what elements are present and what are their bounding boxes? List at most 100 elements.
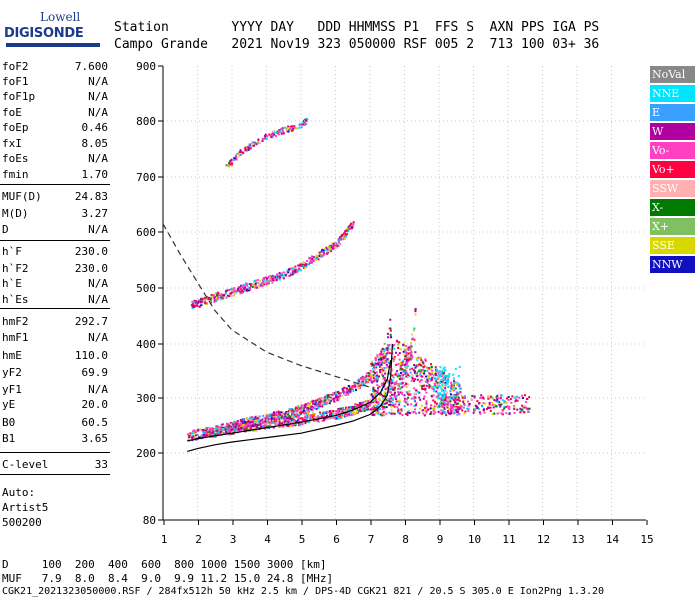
echo-point bbox=[429, 404, 432, 407]
echo-point bbox=[449, 397, 452, 400]
echo-point bbox=[368, 379, 371, 382]
echo-point bbox=[383, 399, 386, 402]
echo-point bbox=[288, 408, 291, 411]
echo-point bbox=[312, 402, 315, 405]
echo-point bbox=[198, 305, 201, 308]
echo-point bbox=[206, 303, 209, 306]
echo-point bbox=[484, 402, 487, 405]
echo-point bbox=[336, 399, 339, 402]
echo-point bbox=[435, 374, 438, 377]
echo-point bbox=[256, 426, 259, 429]
echo-point bbox=[330, 414, 333, 417]
echo-point bbox=[300, 404, 303, 407]
echo-point bbox=[397, 363, 400, 366]
echo-point bbox=[195, 303, 198, 306]
echo-point bbox=[381, 396, 384, 399]
echo-point bbox=[389, 391, 392, 394]
echo-point bbox=[325, 396, 328, 399]
echo-point bbox=[363, 407, 366, 410]
echo-point bbox=[405, 391, 408, 394]
echo-point bbox=[463, 412, 466, 415]
echo-point bbox=[291, 413, 294, 416]
echo-point bbox=[380, 394, 383, 397]
echo-point bbox=[264, 136, 267, 139]
echo-point bbox=[413, 399, 416, 402]
echo-point bbox=[230, 158, 233, 161]
echo-point bbox=[231, 430, 234, 433]
echo-point bbox=[423, 395, 426, 398]
echo-point bbox=[403, 369, 406, 372]
echo-point bbox=[246, 428, 249, 431]
echo-point bbox=[403, 353, 406, 356]
echo-point bbox=[380, 353, 383, 356]
echo-point bbox=[422, 372, 425, 375]
echo-point bbox=[449, 405, 452, 408]
echo-point bbox=[395, 372, 398, 375]
echo-point bbox=[371, 375, 374, 378]
echo-point bbox=[304, 411, 307, 414]
echo-point bbox=[254, 280, 257, 283]
echo-point bbox=[240, 151, 243, 154]
echo-point bbox=[405, 375, 408, 378]
echo-point bbox=[289, 425, 292, 428]
echo-point bbox=[322, 401, 325, 404]
echo-point bbox=[390, 412, 393, 415]
echo-point bbox=[377, 354, 380, 357]
echo-point bbox=[245, 150, 248, 153]
echo-point bbox=[444, 412, 447, 415]
echo-point bbox=[392, 384, 395, 387]
echo-point bbox=[405, 382, 408, 385]
echo-point bbox=[423, 384, 426, 387]
param-key: h`Es bbox=[2, 293, 29, 306]
echo-point bbox=[312, 406, 315, 409]
echo-point bbox=[213, 300, 216, 303]
echo-point bbox=[374, 378, 377, 381]
param-separator bbox=[0, 474, 110, 475]
echo-point bbox=[203, 431, 206, 434]
echo-point bbox=[371, 414, 374, 417]
echo-point bbox=[453, 389, 456, 392]
echo-point bbox=[369, 374, 372, 377]
echo-point bbox=[444, 387, 447, 390]
echo-point bbox=[407, 374, 410, 377]
echo-point bbox=[191, 306, 194, 309]
echo-point bbox=[291, 411, 294, 414]
echo-point bbox=[404, 371, 407, 374]
echo-point bbox=[419, 356, 422, 359]
echo-point bbox=[404, 355, 407, 358]
echo-point bbox=[415, 412, 418, 415]
echo-point bbox=[244, 147, 247, 150]
echo-point bbox=[390, 378, 393, 381]
echo-point bbox=[275, 414, 278, 417]
echo-point bbox=[376, 391, 379, 394]
echo-point bbox=[410, 342, 413, 345]
echo-point bbox=[329, 400, 332, 403]
echo-point bbox=[501, 399, 504, 402]
echo-point bbox=[441, 375, 444, 378]
echo-point bbox=[495, 400, 498, 403]
echo-point bbox=[396, 373, 399, 376]
echo-point bbox=[235, 290, 238, 293]
echo-point bbox=[423, 409, 426, 412]
echo-point bbox=[294, 406, 297, 409]
echo-point bbox=[274, 414, 277, 417]
echo-point bbox=[253, 429, 256, 432]
echo-point bbox=[334, 410, 337, 413]
echo-point bbox=[409, 344, 412, 347]
echo-point bbox=[369, 369, 372, 372]
echo-point bbox=[418, 373, 421, 376]
echo-point bbox=[312, 413, 315, 416]
echo-point bbox=[326, 414, 329, 417]
echo-point bbox=[273, 418, 276, 421]
echo-point bbox=[268, 276, 271, 279]
echo-point bbox=[303, 121, 306, 124]
param-key: B1 bbox=[2, 432, 16, 445]
echo-point bbox=[493, 412, 496, 415]
echo-point bbox=[335, 394, 338, 397]
echo-point bbox=[377, 403, 380, 406]
echo-point bbox=[322, 251, 325, 254]
echo-point bbox=[300, 126, 303, 129]
echo-point bbox=[277, 414, 280, 417]
echo-point bbox=[326, 417, 329, 420]
echo-point bbox=[418, 391, 421, 394]
